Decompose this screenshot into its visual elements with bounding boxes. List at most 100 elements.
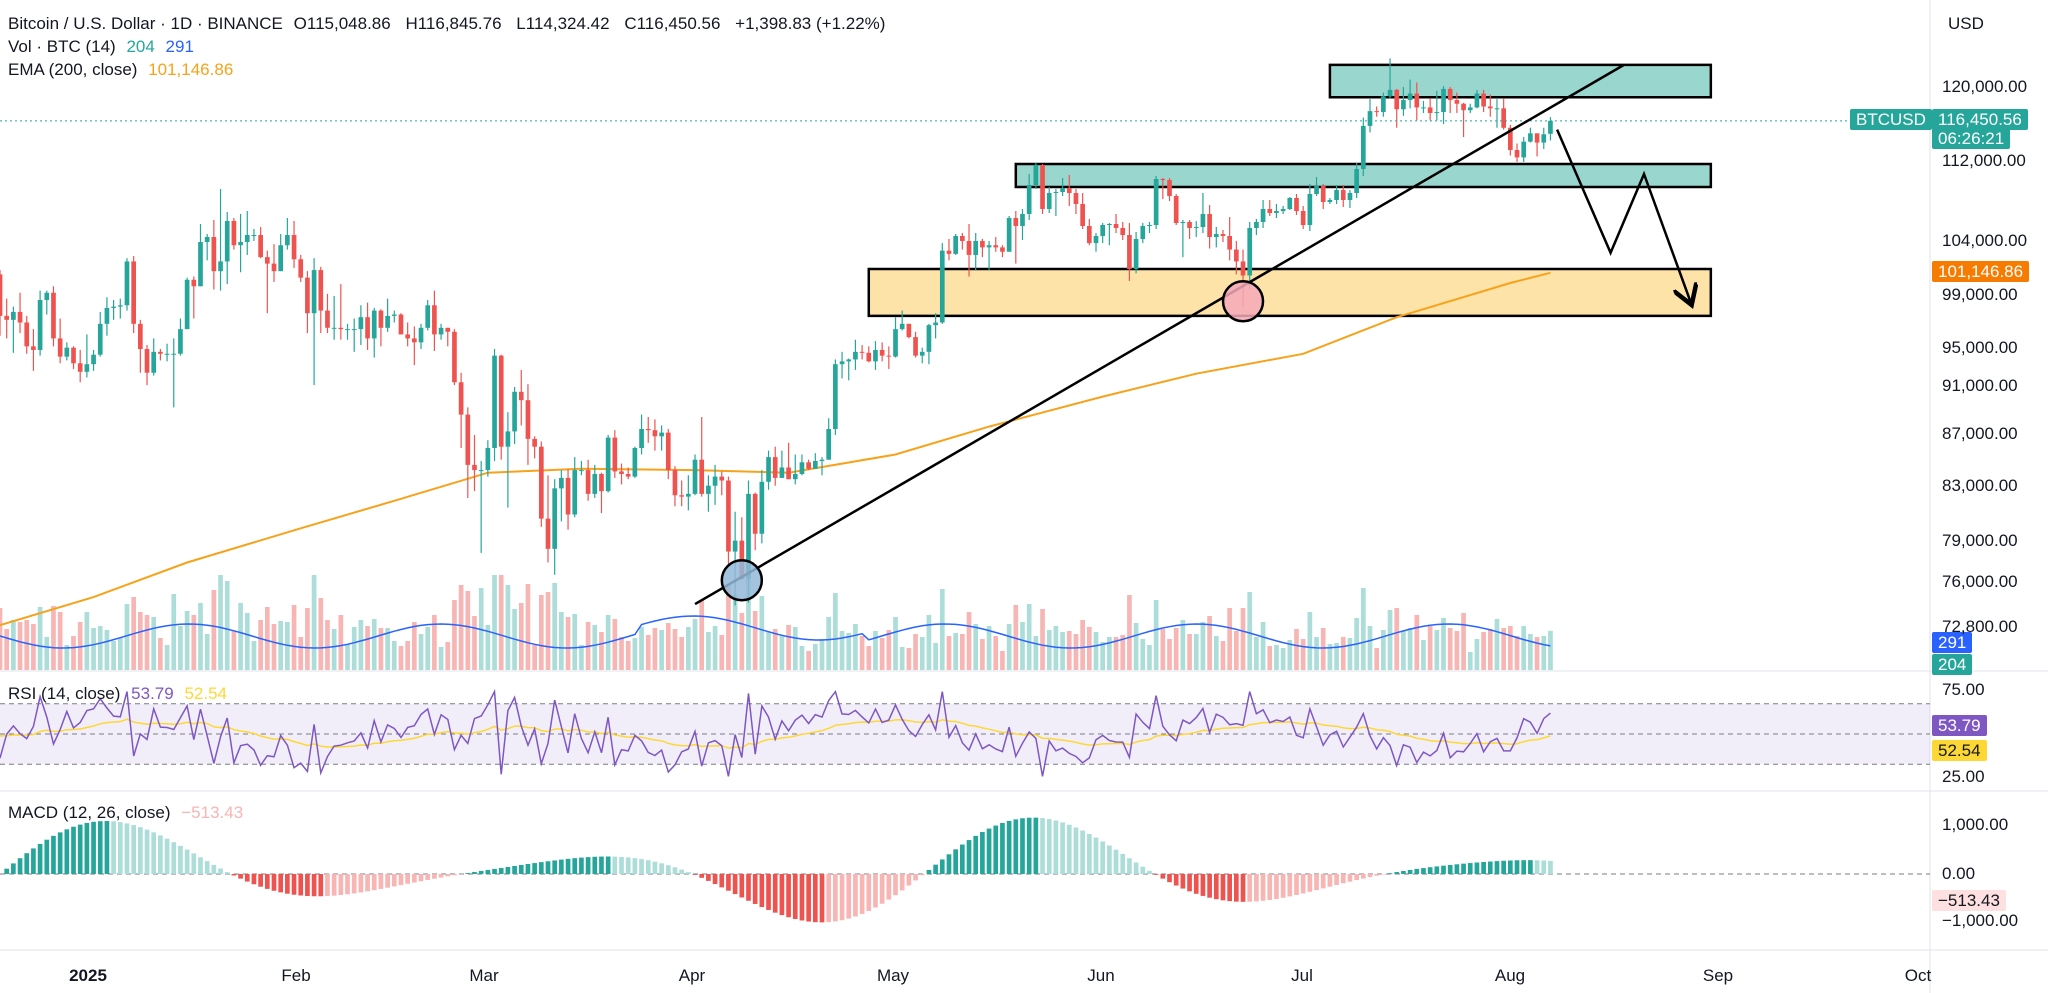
volume-bar xyxy=(77,622,83,670)
volume-bar xyxy=(31,624,36,670)
volume-bar xyxy=(1320,628,1326,670)
candle-body xyxy=(1354,169,1359,193)
volume-bar xyxy=(151,617,157,670)
volume-bar xyxy=(1026,604,1032,670)
candle-body xyxy=(111,306,116,308)
candle-body xyxy=(1414,93,1420,108)
candle-body xyxy=(198,242,203,287)
volume-bar xyxy=(518,603,524,670)
macd-histogram-bar xyxy=(1013,819,1019,874)
ema-legend[interactable]: EMA (200, close) 101,146.86 xyxy=(8,59,239,81)
candle-body xyxy=(191,279,197,287)
macd-histogram-bar xyxy=(518,864,524,874)
macd-histogram-bar xyxy=(1220,874,1226,901)
candle-body xyxy=(719,476,725,481)
candle-body xyxy=(518,391,524,401)
macd-legend[interactable]: MACD (12, 26, close) −513.43 xyxy=(8,802,249,824)
volume-bar xyxy=(505,585,511,670)
volume-bar xyxy=(919,637,925,670)
volume-bar xyxy=(939,589,945,670)
price-tick: 83,000.00 xyxy=(1942,476,2018,495)
macd-histogram-bar xyxy=(1548,860,1553,874)
candle-body xyxy=(1340,190,1346,200)
rsi-legend[interactable]: RSI (14, close) 53.79 52.54 xyxy=(8,683,233,705)
volume-bar xyxy=(886,630,892,670)
macd-tick: 1,000.00 xyxy=(1942,815,2009,834)
volume-bar xyxy=(218,575,223,670)
high-label: H xyxy=(405,14,418,33)
volume-bar xyxy=(639,627,644,670)
volume-bar xyxy=(432,615,437,670)
volume-bar xyxy=(1140,639,1146,670)
candle-body xyxy=(31,346,36,350)
macd-histogram-bar xyxy=(171,842,177,874)
candle-body xyxy=(679,495,684,497)
macd-histogram-bar xyxy=(819,874,825,923)
macd-histogram-bar xyxy=(1514,860,1520,874)
candle-body xyxy=(879,349,885,356)
candle-body xyxy=(418,327,424,343)
volume-bar xyxy=(599,632,604,670)
volume-bar xyxy=(1147,645,1152,670)
macd-histogram-bar xyxy=(1120,853,1126,874)
candle-body xyxy=(853,351,858,360)
macd-histogram-bar xyxy=(879,874,885,904)
time-tick: Feb xyxy=(281,966,311,985)
candle-body xyxy=(1294,198,1299,211)
volume-bar xyxy=(552,583,558,670)
candle-body xyxy=(1407,93,1413,101)
change-value: +1,398.83 (+1.22%) xyxy=(735,14,886,33)
macd-histogram-bar xyxy=(1434,866,1440,874)
volume-bar xyxy=(204,634,210,670)
volume-bar xyxy=(1441,618,1446,670)
candle-body xyxy=(612,437,618,472)
macd-histogram-bar xyxy=(298,874,304,896)
candle-body xyxy=(1140,226,1146,239)
time-tick: Mar xyxy=(469,966,499,985)
volume-bar xyxy=(1454,631,1460,670)
volume-bar xyxy=(1240,608,1246,670)
candle-body xyxy=(11,311,16,320)
volume-bar xyxy=(171,594,177,670)
price-tick: 104,000.00 xyxy=(1942,231,2028,250)
volume-bar xyxy=(572,614,578,670)
candle-body xyxy=(652,430,658,437)
volume-bar xyxy=(759,596,765,670)
macd-histogram-bar xyxy=(512,865,517,874)
macd-histogram-bar xyxy=(1080,830,1085,874)
volume-legend-v1: 204 xyxy=(126,37,155,56)
macd-histogram-bar xyxy=(1187,874,1192,892)
volume-bar xyxy=(244,613,250,670)
volume-bar xyxy=(933,643,938,670)
volume-bar xyxy=(1080,620,1085,670)
candle-body xyxy=(706,485,711,494)
candle-body xyxy=(752,493,758,534)
macd-histogram-bar xyxy=(4,868,10,874)
macd-histogram-bar xyxy=(1521,860,1527,874)
volume-bar xyxy=(1548,630,1553,670)
macd-histogram-bar xyxy=(1160,874,1166,879)
volume-legend[interactable]: Vol · BTC (14) 204 291 xyxy=(8,36,200,58)
currency-button[interactable]: USD xyxy=(1948,14,1984,33)
macd-histogram-bar xyxy=(1300,874,1306,894)
volume-bar xyxy=(1234,631,1239,670)
macd-histogram-bar xyxy=(1147,870,1152,874)
volume-bar xyxy=(345,644,350,670)
volume-bar xyxy=(1481,632,1486,670)
price-tick: 76,000.00 xyxy=(1942,572,2018,591)
candle-body xyxy=(1073,193,1079,204)
candle-body xyxy=(1086,226,1092,244)
macd-histogram-bar xyxy=(1180,874,1186,889)
macd-histogram-bar xyxy=(692,874,698,875)
volume-bar xyxy=(1060,632,1065,670)
volume-bar xyxy=(1381,630,1386,670)
volume-bar xyxy=(645,635,651,670)
candle-body xyxy=(1133,239,1139,269)
volume-bar xyxy=(338,615,344,670)
candle-body xyxy=(492,355,497,448)
volume-bar xyxy=(291,605,297,670)
volume-bar xyxy=(592,625,598,670)
macd-histogram-bar xyxy=(726,874,731,891)
volume-bar xyxy=(1247,592,1253,670)
